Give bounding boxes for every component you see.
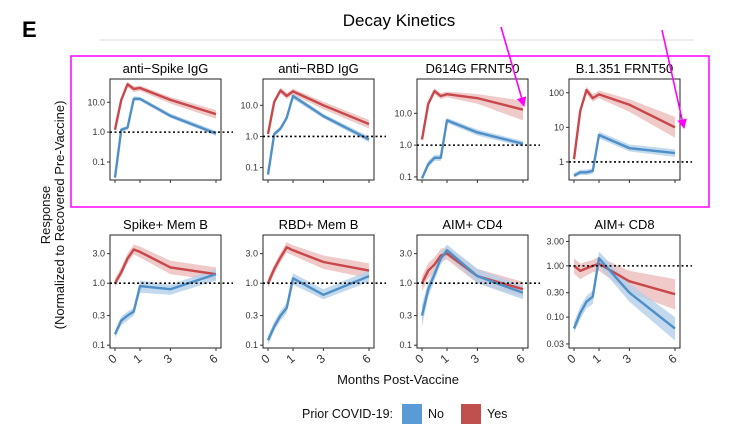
y-tick-label: 0.3 xyxy=(92,311,105,321)
y-tick-label: 1.00 xyxy=(546,261,564,271)
y-tick-label: 1.0 xyxy=(92,127,105,137)
x-tick-label: 1 xyxy=(130,351,144,366)
y-tick-label: 0.3 xyxy=(245,311,258,321)
y-tick-label: 10.0 xyxy=(87,97,105,107)
series-line-no xyxy=(266,94,370,175)
panel-title: B.1.351 FRNT50 xyxy=(576,61,674,76)
x-tick-label: 0 xyxy=(258,351,272,366)
y-tick-label: 1.0 xyxy=(399,278,412,288)
y-axis-label-line1: Response xyxy=(38,186,53,245)
y-tick-label: 0.3 xyxy=(399,311,412,321)
y-tick-label: 10.0 xyxy=(394,108,412,118)
panel-grid: anti−Spike IgG 0.1 1.0 10.0 anti−RBD IgG 0.1 1… xyxy=(87,61,692,366)
arrow-b1351 xyxy=(661,29,687,129)
panel-1: anti−Spike IgG 0.1 1.0 10.0 xyxy=(87,61,233,183)
legend-title: Prior COVID-19: xyxy=(302,407,393,421)
series-line-no xyxy=(573,133,676,177)
y-tick-label: 0.1 xyxy=(245,340,258,350)
x-tick-label: 6 xyxy=(359,351,373,366)
y-tick-label: 1.0 xyxy=(92,278,105,288)
x-tick-label: 1 xyxy=(437,351,451,366)
y-tick-label: 3.0 xyxy=(92,249,105,259)
panel-5: Spike+ Mem B 0.1 0.3 1.0 3.0 0 1 3 6 xyxy=(92,217,233,366)
series-line-yes xyxy=(113,83,217,131)
x-tick-label: 3 xyxy=(314,351,328,366)
panel-3: D614G FRNT50 0.1 1.0 10.0 xyxy=(394,61,540,183)
panel-title: RBD+ Mem B xyxy=(279,217,359,232)
y-tick-label: 10.0 xyxy=(240,100,258,110)
series-line-no xyxy=(420,249,524,316)
x-tick-label: 1 xyxy=(283,351,297,366)
highlight-box xyxy=(70,55,710,208)
series-line-yes xyxy=(420,89,524,140)
ci-band-no xyxy=(574,251,675,341)
figure-title: Decay Kinetics xyxy=(343,11,455,30)
y-tick-label: 1.0 xyxy=(245,131,258,141)
legend-swatch-no xyxy=(402,404,422,424)
y-axis-label-line2: (Normalized to Recovered Pre-Vaccine) xyxy=(52,101,67,330)
panel-title: Spike+ Mem B xyxy=(123,217,208,232)
annotation-arrows xyxy=(500,26,687,129)
ci-band-yes xyxy=(268,242,369,288)
x-tick-label: 0 xyxy=(105,351,119,366)
y-tick-label: 3.00 xyxy=(546,236,564,246)
x-tick-label: 6 xyxy=(206,351,220,366)
panel-8: AIM+ CD8 0.03 0.10 0.30 1.00 3.00 0 1 3 6 xyxy=(546,217,692,366)
y-tick-label: 3.0 xyxy=(245,249,258,259)
legend-swatch-yes xyxy=(461,404,481,424)
panel-title: anti−RBD IgG xyxy=(278,61,359,76)
series-line-no xyxy=(113,97,217,178)
series-line-yes xyxy=(572,88,676,160)
x-tick-label: 1 xyxy=(589,351,603,366)
y-tick-label: 0.1 xyxy=(92,157,105,167)
series-line-yes xyxy=(113,248,217,284)
y-tick-label: 0.03 xyxy=(546,339,564,349)
series-line-yes xyxy=(266,246,370,284)
x-axis-label: Months Post-Vaccine xyxy=(337,372,459,387)
legend-label-yes: Yes xyxy=(487,407,507,421)
y-tick-label: 0.30 xyxy=(546,288,564,298)
y-tick-label: 0.10 xyxy=(546,312,564,322)
arrow-d614g xyxy=(500,26,527,107)
panel-title: AIM+ CD4 xyxy=(442,217,502,232)
y-tick-label: 0.1 xyxy=(399,172,412,182)
x-tick-label: 6 xyxy=(665,351,679,366)
panel-title: anti−Spike IgG xyxy=(123,61,209,76)
y-tick-label: 1.0 xyxy=(245,278,258,288)
series-line-no xyxy=(420,119,524,179)
x-tick-label: 3 xyxy=(468,351,482,366)
y-tick-label: 10 xyxy=(554,122,564,132)
x-tick-label: 3 xyxy=(620,351,634,366)
panel-2: anti−RBD IgG 0.1 1.0 10.0 xyxy=(240,61,386,183)
panel-title: D614G FRNT50 xyxy=(426,61,520,76)
series-line-no xyxy=(113,273,217,335)
series-line-no xyxy=(572,257,676,330)
x-tick-label: 6 xyxy=(513,351,527,366)
panel-4: B.1.351 FRNT50 1 10 100 xyxy=(549,61,692,183)
series-line-no xyxy=(266,275,370,341)
y-tick-label: 3.0 xyxy=(399,249,412,259)
y-tick-label: 1 xyxy=(559,157,564,167)
panel-title: AIM+ CD8 xyxy=(594,217,654,232)
y-tick-label: 0.1 xyxy=(92,340,105,350)
panel-letter: E xyxy=(22,17,37,42)
panel-6: RBD+ Mem B 0.1 0.3 1.0 3.0 0 1 3 6 xyxy=(245,217,386,366)
panel-7: AIM+ CD4 0.1 0.3 1.0 3.0 0 1 3 6 xyxy=(399,217,540,366)
x-tick-label: 3 xyxy=(161,351,175,366)
plot-frame xyxy=(262,78,375,181)
ci-band-yes xyxy=(574,86,675,162)
y-tick-label: 100 xyxy=(549,88,564,98)
y-tick-label: 1.0 xyxy=(399,140,412,150)
series-line-yes xyxy=(266,89,370,135)
x-tick-label: 0 xyxy=(412,351,426,366)
x-tick-label: 0 xyxy=(564,351,578,366)
legend: Prior COVID-19: No Yes xyxy=(302,404,507,424)
y-tick-label: 0.1 xyxy=(399,340,412,350)
y-tick-label: 0.1 xyxy=(245,163,258,173)
legend-label-no: No xyxy=(428,407,444,421)
ci-band-yes xyxy=(422,88,523,143)
ci-band-no xyxy=(268,270,369,346)
